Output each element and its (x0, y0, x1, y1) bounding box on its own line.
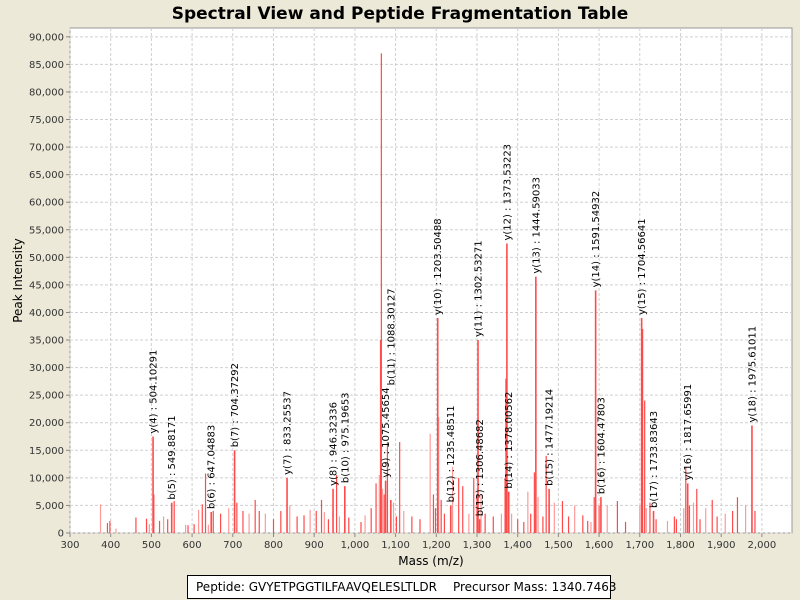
y-tick-label: 55,000 (29, 225, 64, 236)
spectrum-chart: 300 400 500 600 700 800 900 1,000 1,100 1,200 1,30… (11, 27, 793, 568)
y-tick-label: 75,000 (29, 115, 64, 126)
y-tick-label: 70,000 (29, 143, 64, 154)
peak-label: y(18) : 1975.61011 (747, 326, 758, 423)
y-tick-label: 60,000 (29, 198, 64, 209)
peak-label: y(12) : 1373.53223 (502, 144, 513, 241)
y-tick-label: 15,000 (29, 446, 64, 457)
peak-label: y(4) : 504.10291 (149, 350, 160, 434)
y-tick-label: 25,000 (29, 391, 64, 402)
peak-label: y(15) : 1704.56641 (637, 218, 648, 315)
peak-label: b(11) : 1088.30127 (386, 288, 397, 385)
y-tick-label: 5,000 (35, 501, 64, 512)
y-tick-label: 50,000 (29, 253, 64, 264)
chart-title: Spectral View and Peptide Fragmentation … (171, 4, 629, 24)
x-tick-label: 700 (223, 540, 242, 551)
y-tick-label: 40,000 (29, 308, 64, 319)
x-tick-label: 500 (142, 540, 161, 551)
peak-label: y(7) : 833.25537 (283, 391, 294, 475)
y-tick-label: 65,000 (29, 170, 64, 181)
peak-label: y(9) : 1075.45654 (381, 387, 392, 477)
peak-label: y(14) : 1591.54932 (591, 191, 602, 288)
x-tick-label: 600 (183, 540, 202, 551)
x-tick-label: 1,400 (503, 540, 532, 551)
y-tick-label: 35,000 (29, 336, 64, 347)
x-tick-label: 1,200 (422, 540, 451, 551)
peak-label: y(13) : 1444.59033 (531, 177, 542, 274)
y-axis-label: Peak Intensity (11, 238, 25, 323)
peak-label: b(17) : 1733.83643 (649, 411, 660, 508)
peak-label: y(8) : 946.32336 (329, 402, 340, 486)
y-tick-label: 90,000 (29, 32, 64, 43)
peak-label: b(7) : 704.37292 (230, 363, 241, 447)
peak-label: b(10) : 975.19653 (340, 392, 351, 483)
x-tick-label: 1,600 (585, 540, 614, 551)
y-tick-label: 30,000 (29, 363, 64, 374)
x-tick-label: 1,800 (666, 540, 695, 551)
x-tick-label: 1,100 (381, 540, 410, 551)
x-tick-label: 1,000 (341, 540, 370, 551)
x-tick-label: 1,700 (625, 540, 654, 551)
y-tick-label: 0 (58, 529, 64, 540)
y-tick-label: 85,000 (29, 60, 64, 71)
x-tick-label: 1,500 (544, 540, 573, 551)
peak-label: b(13) : 1306.48682 (475, 419, 486, 516)
x-tick-label: 1,300 (463, 540, 492, 551)
x-tick-label: 800 (264, 540, 283, 551)
peak-label: y(10) : 1203.50488 (433, 218, 444, 315)
peak-label: b(16) : 1604.47803 (596, 397, 607, 494)
peptide-info-box: Peptide: GVYETPGGTILFAAVQELESLTLDR Precur… (187, 575, 616, 599)
y-tick-label: 20,000 (29, 418, 64, 429)
x-tick-label: 900 (305, 540, 324, 551)
x-tick-label: 300 (60, 540, 79, 551)
x-tick-label: 400 (101, 540, 120, 551)
x-axis-label: Mass (m/z) (398, 554, 463, 568)
y-tick-label: 45,000 (29, 280, 64, 291)
peak-label: b(15) : 1477.19214 (545, 389, 556, 486)
peak-label: b(14) : 1378.00562 (504, 392, 515, 489)
y-tick-label: 10,000 (29, 473, 64, 484)
peak-label: b(12) : 1235.48511 (446, 405, 457, 502)
x-tick-label: 1,900 (707, 540, 736, 551)
peak-label: b(5) : 549.88171 (167, 415, 178, 499)
peak-label: y(11) : 1302.53271 (474, 240, 485, 337)
peak-label: y(16) : 1817.65991 (683, 384, 694, 481)
y-tick-label: 80,000 (29, 87, 64, 98)
precursor-mass: Precursor Mass: 1340.7463 (452, 580, 617, 594)
peak-label: b(6) : 647.04883 (207, 425, 218, 509)
peptide-sequence: Peptide: GVYETPGGTILFAAVQELESLTLDR (196, 580, 437, 594)
x-tick-label: 2,000 (748, 540, 777, 551)
plot-area (69, 27, 793, 534)
